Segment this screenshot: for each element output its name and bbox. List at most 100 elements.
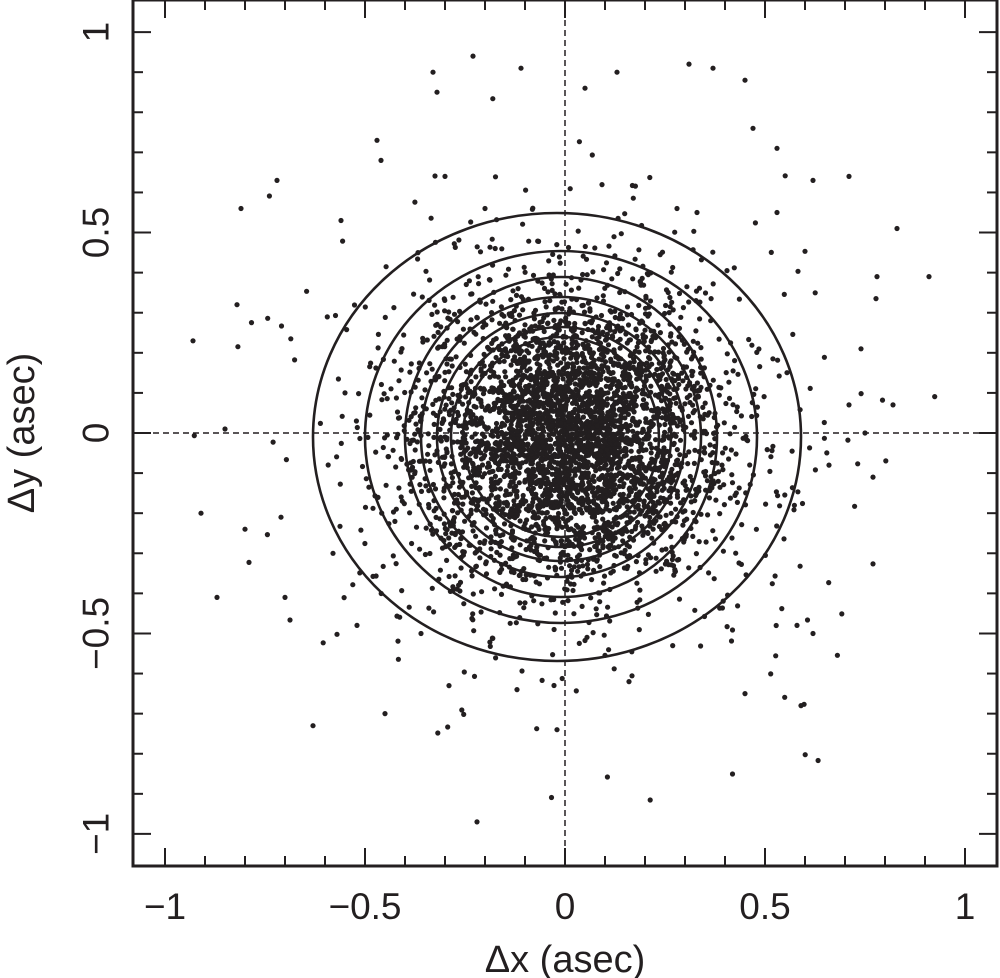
data-point [423,268,429,274]
data-point [557,438,564,444]
data-point [605,604,611,610]
data-point [564,511,570,517]
data-point [648,450,654,456]
data-point [541,315,547,321]
data-point [382,711,388,717]
data-point [442,173,448,179]
data-point [546,371,552,377]
data-point [543,510,549,516]
data-point [774,209,780,216]
data-point [503,272,509,278]
data-point [543,481,549,488]
data-point [645,552,652,558]
data-point [702,400,708,406]
data-point [493,655,499,661]
data-point [471,329,477,335]
data-point [359,463,366,470]
data-point [468,317,474,323]
data-point [617,419,623,425]
data-point [433,505,439,511]
data-point [688,499,694,505]
data-point [749,413,755,420]
data-point [723,400,729,407]
data-point [585,342,591,348]
data-point [566,418,572,424]
data-point [773,489,780,495]
data-point [609,333,616,339]
data-point [834,652,841,658]
data-point [668,510,674,516]
data-point [716,336,722,342]
data-point [407,369,413,375]
data-point [519,418,526,424]
data-point [507,474,514,480]
data-point [612,521,618,527]
data-point [528,377,534,383]
data-point [821,435,828,441]
data-point [685,461,691,467]
data-point [375,345,381,351]
data-point [571,505,577,512]
data-point [797,563,803,569]
data-point [579,475,585,481]
data-point [397,614,403,620]
data-point [658,398,665,404]
data-point [558,434,564,440]
data-point [332,312,339,319]
data-point [562,586,568,592]
data-point [426,605,432,611]
data-point [610,405,616,411]
data-point [485,344,491,350]
data-point [628,448,634,454]
data-point [463,394,469,400]
data-point [612,446,618,452]
data-point [852,503,858,509]
data-point [391,305,397,311]
data-point [736,296,743,302]
data-point [504,468,510,474]
data-point [430,531,436,537]
data-point [550,401,556,407]
data-point [473,563,479,569]
data-point [676,381,682,388]
data-point [724,624,730,630]
data-point [668,269,674,275]
data-point [554,526,560,532]
data-point [190,338,196,344]
data-point [498,304,504,310]
data-point [530,205,536,211]
data-point [689,373,695,379]
data-point [601,573,608,579]
data-point [409,540,415,547]
data-point [613,361,620,367]
data-point [473,533,479,539]
data-point [545,320,551,327]
data-point [670,370,676,376]
data-point [395,638,401,644]
data-point [506,379,512,385]
data-point [487,643,493,650]
data-point [724,351,730,357]
data-point [497,477,503,483]
data-point [534,544,540,551]
data-point [605,390,611,396]
data-point [494,429,500,435]
data-point [598,312,605,319]
data-point [500,407,506,413]
data-point [698,356,704,362]
data-point [560,367,567,373]
data-point [486,277,492,283]
data-point [926,274,932,280]
data-point [614,383,620,389]
data-point [470,53,476,59]
data-point [393,464,399,470]
data-point [583,505,589,511]
data-point [444,361,450,367]
data-point [523,384,529,390]
data-point [435,345,441,351]
data-point [490,298,496,304]
data-point [439,420,445,426]
data-point [442,378,448,384]
data-point [557,291,563,297]
data-point [609,276,615,282]
